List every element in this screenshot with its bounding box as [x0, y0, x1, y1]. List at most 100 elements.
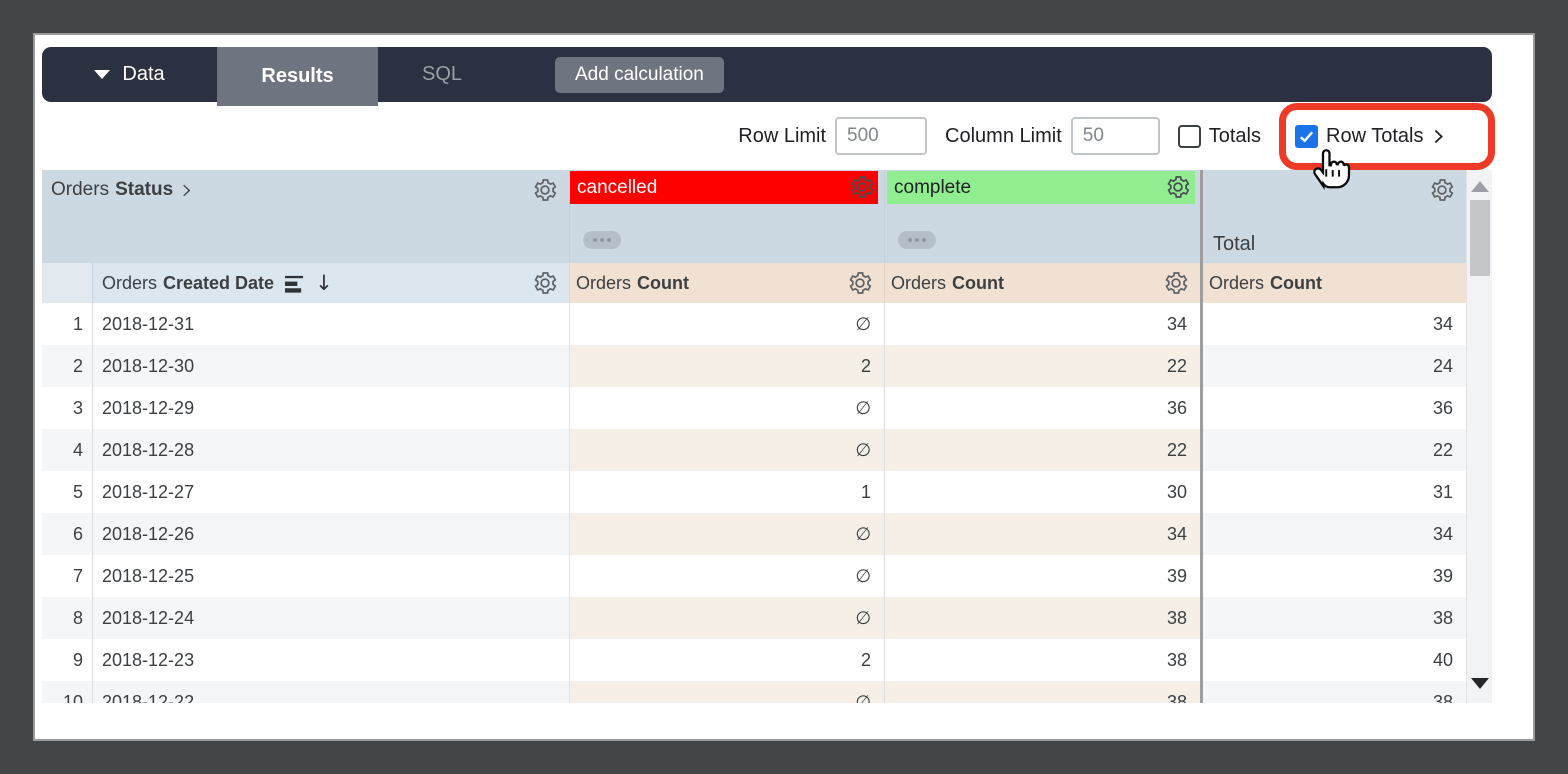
complete-count-cell[interactable]: 38 [884, 597, 1200, 639]
tab-sql[interactable]: SQL [372, 47, 512, 102]
cancelled-count-cell[interactable]: ∅ [569, 387, 884, 429]
cancelled-count-cell[interactable]: ∅ [569, 429, 884, 471]
row-totals-annotation-ring: Row Totals [1279, 103, 1495, 170]
measure-cancelled-gear-icon[interactable] [847, 270, 873, 296]
date-cell[interactable]: 2018-12-25 [92, 555, 569, 597]
complete-count-cell[interactable]: 22 [884, 429, 1200, 471]
row-limit-label: Row Limit [738, 124, 827, 147]
row-totals-checkbox[interactable] [1295, 125, 1318, 148]
total-count-cell[interactable]: 24 [1200, 345, 1466, 387]
row-number-header [42, 263, 92, 303]
cancelled-count-cell[interactable]: ∅ [569, 681, 884, 703]
date-cell[interactable]: 2018-12-22 [92, 681, 569, 703]
total-count-cell[interactable]: 39 [1200, 555, 1466, 597]
complete-count-cell[interactable]: 36 [884, 387, 1200, 429]
add-calculation-label: Add calculation [575, 64, 704, 85]
total-count-cell[interactable]: 22 [1200, 429, 1466, 471]
scrollbar-thumb[interactable] [1470, 200, 1490, 276]
date-cell[interactable]: 2018-12-24 [92, 597, 569, 639]
row-number-cell: 1 [72, 313, 83, 334]
measure-name: Count [952, 272, 1004, 293]
date-cell[interactable]: 2018-12-27 [92, 471, 569, 513]
date-cell[interactable]: 2018-12-28 [92, 429, 569, 471]
chevron-right-icon [183, 184, 191, 196]
measure-header-complete[interactable]: Orders Count [884, 263, 1200, 303]
total-count-cell[interactable]: 36 [1200, 387, 1466, 429]
row-field-name: Created Date [163, 272, 275, 293]
scroll-down-icon[interactable] [1471, 678, 1489, 689]
totals-checkbox[interactable] [1177, 124, 1201, 148]
scroll-up-icon[interactable] [1471, 181, 1489, 192]
cancelled-count-cell[interactable]: 2 [569, 345, 884, 387]
complete-column-gear-icon[interactable] [1165, 174, 1191, 200]
total-count-cell[interactable]: 34 [1200, 513, 1466, 555]
pivot-field-title: Orders Status [51, 179, 195, 201]
total-count-cell[interactable]: 38 [1200, 597, 1466, 639]
date-cell[interactable]: 2018-12-31 [92, 303, 569, 345]
totals-label: Totals [1208, 124, 1261, 147]
pivot-column-complete: complete [884, 170, 1200, 263]
cancelled-ellipsis-menu[interactable] [583, 231, 621, 249]
total-column-gear-icon[interactable] [1429, 177, 1455, 203]
complete-count-cell[interactable]: 34 [884, 303, 1200, 345]
tab-sql-label: SQL [421, 63, 463, 85]
total-count-cell[interactable]: 34 [1200, 303, 1466, 345]
date-cell[interactable]: 2018-12-29 [92, 387, 569, 429]
date-cell[interactable]: 2018-12-23 [92, 639, 569, 681]
measure-header-total[interactable]: Orders Count [1200, 263, 1466, 303]
pivot-field-prefix: Orders [51, 179, 110, 200]
pivot-field-header[interactable]: Orders Status [42, 170, 569, 263]
row-number-cell: 6 [42, 513, 92, 555]
sort-descending-icon[interactable]: ↓ [315, 271, 333, 295]
hand-cursor-icon [1313, 149, 1351, 190]
cancelled-count-cell[interactable]: ∅ [569, 303, 884, 345]
complete-count-cell[interactable]: 30 [884, 471, 1200, 513]
table-row: 7 2018-12-25 ∅ 39 39 [42, 555, 1466, 597]
row-number-cell: 4 [42, 429, 92, 471]
measure-header-band: Orders Created Date ↓ Orders Count Order… [42, 263, 1466, 303]
total-count-cell[interactable]: 38 [1200, 681, 1466, 703]
measure-prefix: Orders [1209, 272, 1265, 293]
row-number-cell: 9 [72, 649, 83, 670]
table-row: 5 2018-12-27 1 30 31 [42, 471, 1466, 513]
pivot-value-cancelled-label: cancelled [577, 176, 658, 198]
cancelled-count-cell[interactable]: 2 [569, 639, 884, 681]
total-count-cell[interactable]: 31 [1200, 471, 1466, 513]
pivot-field-gear-icon[interactable] [532, 177, 558, 203]
cancelled-count-cell[interactable]: ∅ [569, 597, 884, 639]
pivot-field-name: Status [115, 179, 174, 200]
complete-count-cell[interactable]: 38 [884, 681, 1200, 703]
measure-name: Count [637, 272, 689, 293]
cancelled-column-gear-icon[interactable] [849, 174, 875, 200]
row-number-cell: 5 [72, 481, 83, 502]
cancelled-count-cell[interactable]: ∅ [569, 513, 884, 555]
pivot-value-complete[interactable]: complete [887, 171, 1195, 204]
vertical-scrollbar[interactable] [1466, 170, 1492, 703]
complete-ellipsis-menu[interactable] [898, 231, 936, 249]
subtotal-icon[interactable] [284, 274, 305, 293]
data-section-toggle[interactable]: Data [42, 47, 217, 102]
complete-count-cell[interactable]: 39 [884, 555, 1200, 597]
table-body: 1 2018-12-31 ∅ 34 34 2 2018-12-30 2 22 2… [42, 303, 1466, 703]
row-totals-expand-chevron[interactable] [1429, 127, 1448, 146]
complete-count-cell[interactable]: 22 [884, 345, 1200, 387]
add-calculation-button[interactable]: Add calculation [555, 57, 724, 93]
total-count-cell[interactable]: 40 [1200, 639, 1466, 681]
table-row: 8 2018-12-24 ∅ 38 38 [42, 597, 1466, 639]
complete-count-cell[interactable]: 38 [884, 639, 1200, 681]
tab-results[interactable]: Results [217, 47, 378, 106]
date-cell[interactable]: 2018-12-30 [92, 345, 569, 387]
cancelled-count-cell[interactable]: ∅ [569, 555, 884, 597]
measure-complete-gear-icon[interactable] [1163, 270, 1189, 296]
complete-count-cell[interactable]: 34 [884, 513, 1200, 555]
measure-header-cancelled[interactable]: Orders Count [569, 263, 884, 303]
column-limit-input[interactable] [1070, 117, 1160, 155]
row-field-header[interactable]: Orders Created Date ↓ [92, 263, 569, 303]
row-limit-input[interactable] [835, 117, 928, 155]
row-field-gear-icon[interactable] [532, 270, 558, 296]
tab-results-label: Results [261, 65, 334, 87]
cancelled-count-cell[interactable]: 1 [569, 471, 884, 513]
date-cell[interactable]: 2018-12-26 [92, 513, 569, 555]
pivot-value-cancelled[interactable]: cancelled [570, 171, 878, 204]
pivot-header-band: Orders Status cancelled complete [42, 170, 1466, 263]
